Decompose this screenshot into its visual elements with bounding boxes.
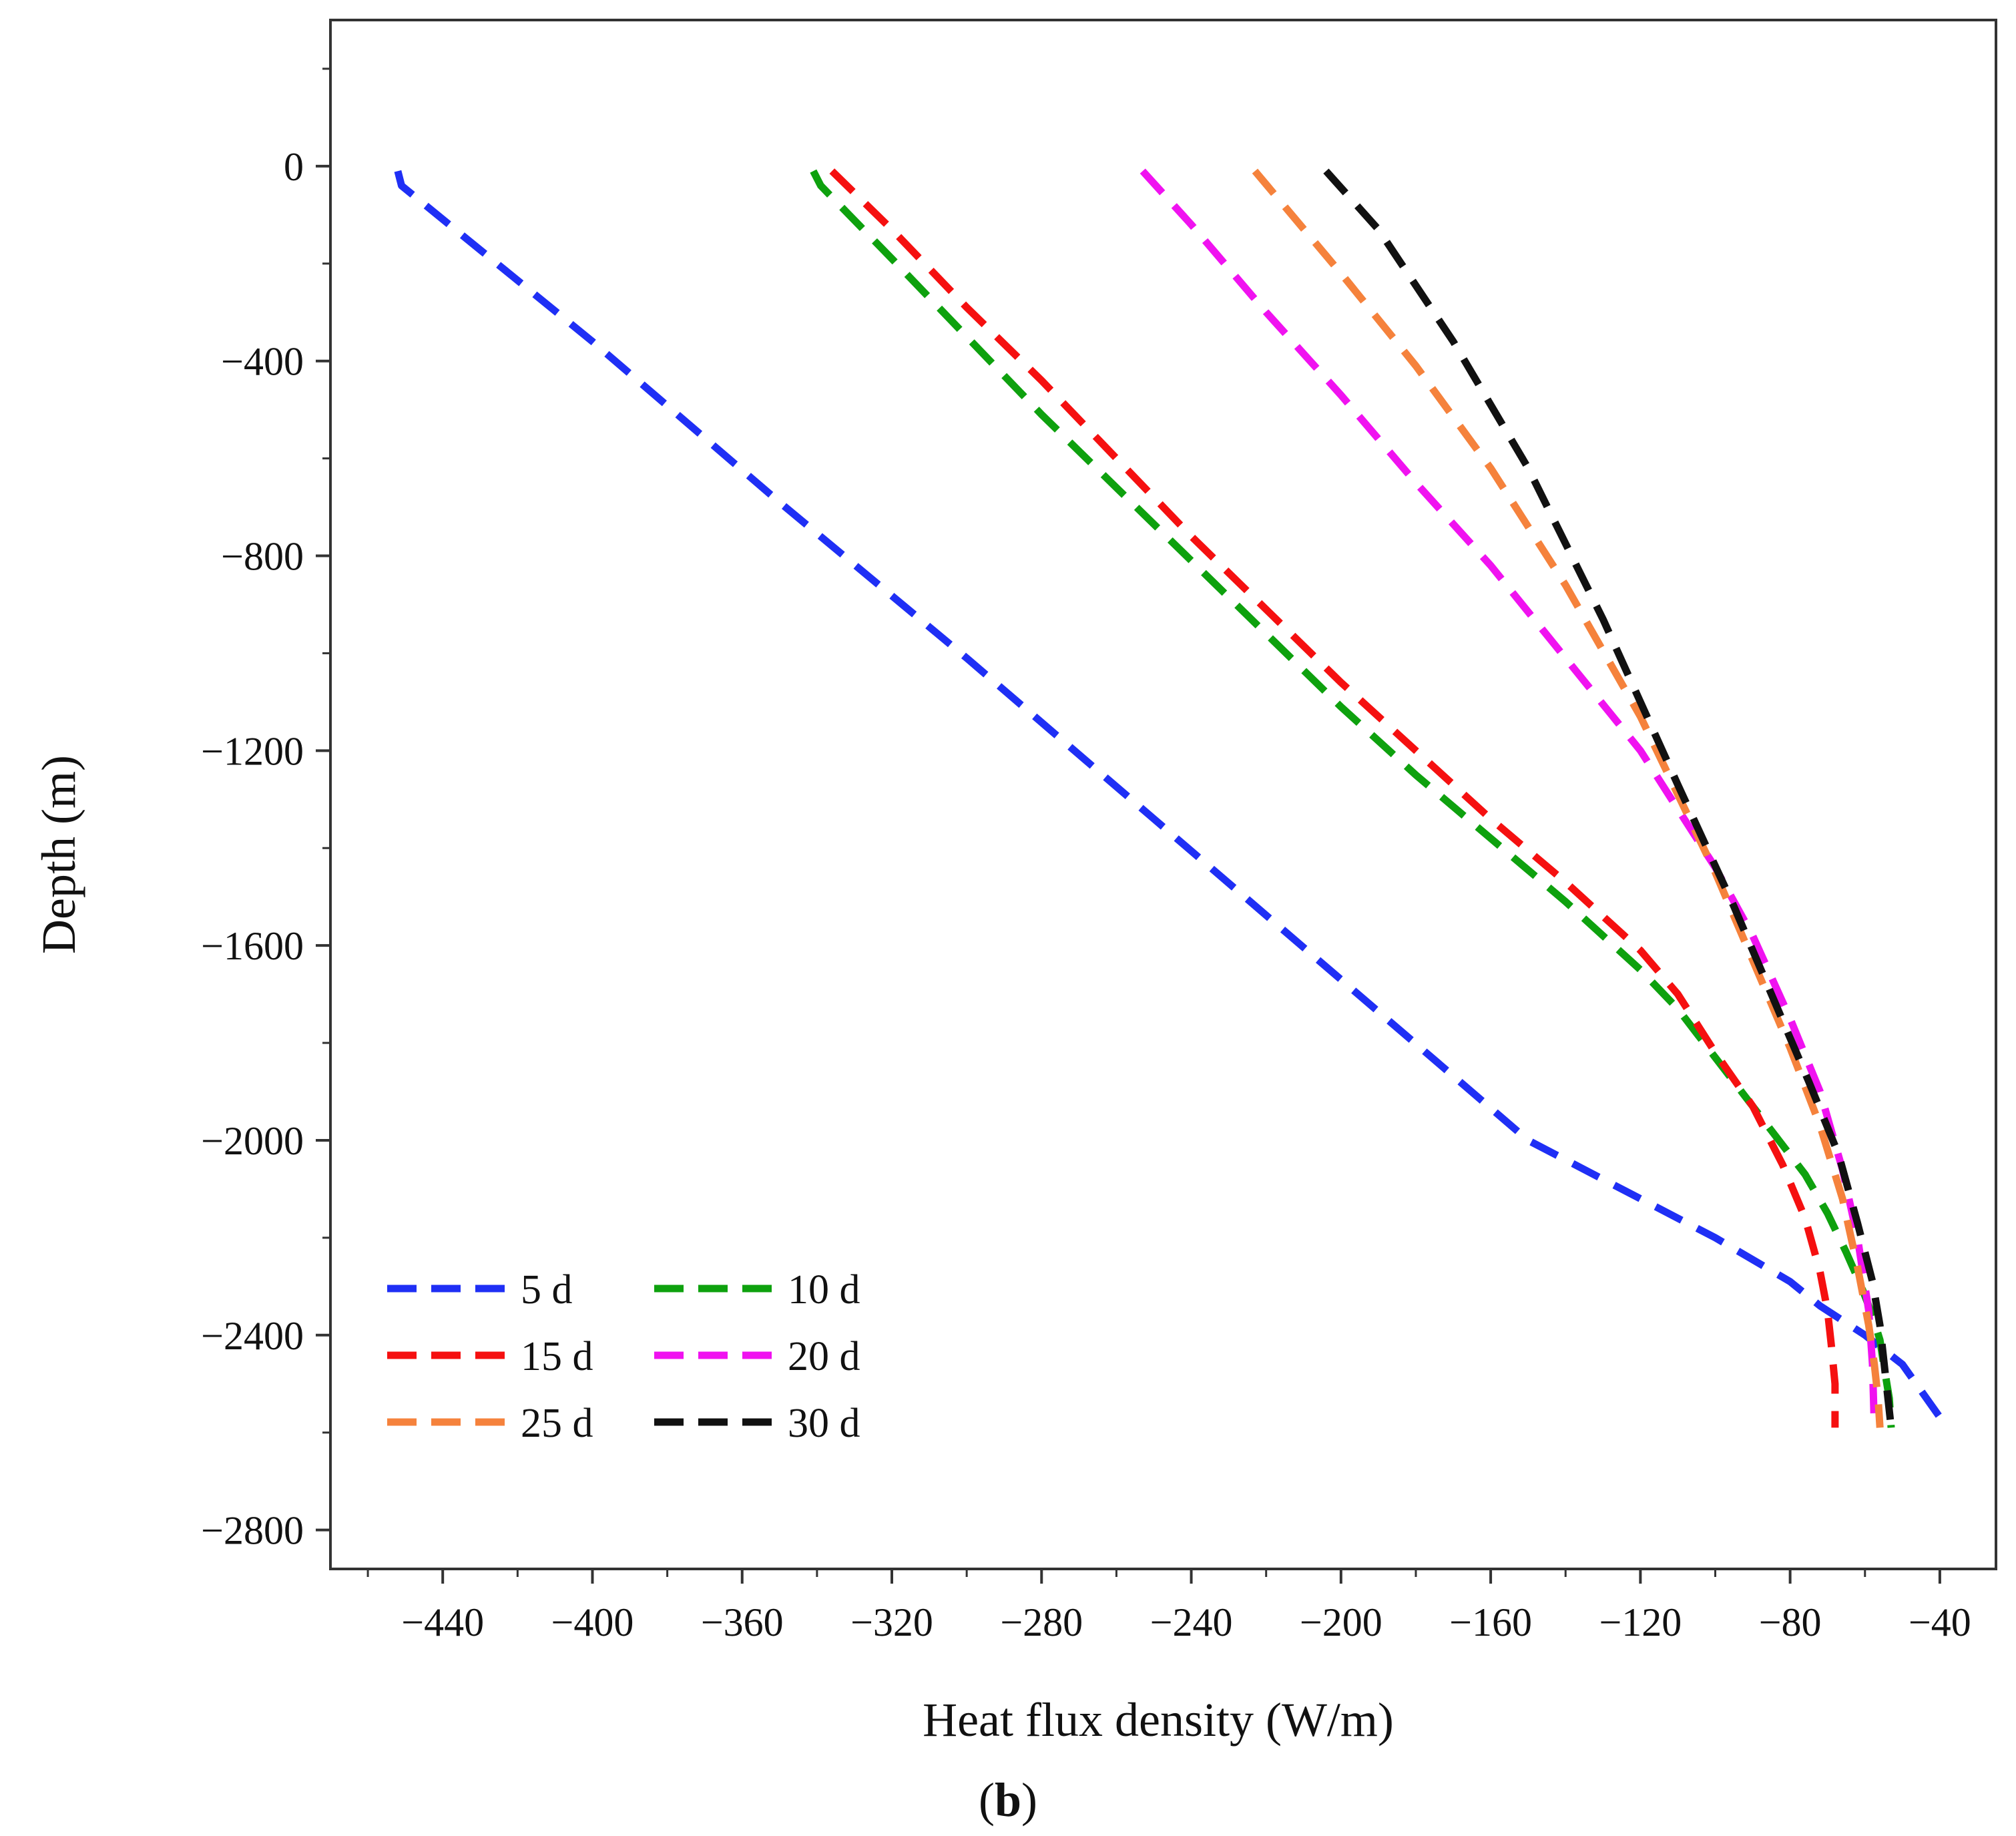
- legend-label-4: 25 d: [521, 1401, 593, 1446]
- y-axis-title: Depth (m): [32, 755, 85, 954]
- panel-label: (b): [979, 1773, 1037, 1827]
- plot-frame: [329, 19, 1997, 1570]
- series-line-3: [1140, 168, 1878, 1428]
- series-line-1: [810, 169, 1895, 1428]
- x-axis-title: Heat flux density (W/m): [923, 1693, 1394, 1747]
- series-line-5: [1323, 168, 1895, 1429]
- x-axis-ticks: −440 −400 −360 −320 −280 −240 −200 −160 −120 −80 −…: [366, 1569, 1971, 1644]
- y-tick-label: −1200: [201, 729, 304, 773]
- x-tick-label: −160: [1449, 1600, 1532, 1644]
- series-line-0: [394, 170, 1951, 1430]
- legend-label-1: 10 d: [788, 1267, 860, 1313]
- x-tick-label: −120: [1599, 1600, 1682, 1644]
- legend-label-5: 30 d: [788, 1401, 860, 1446]
- x-tick-label: −40: [1909, 1600, 1971, 1644]
- x-tick-label: −280: [1000, 1600, 1083, 1644]
- series-line-4: [1252, 168, 1884, 1428]
- y-tick-label: −2000: [201, 1119, 304, 1163]
- y-tick-label: −2800: [201, 1509, 304, 1553]
- x-tick-label: −400: [551, 1600, 634, 1644]
- series-lines: [394, 168, 1951, 1430]
- x-tick-label: −80: [1759, 1600, 1822, 1644]
- x-tick-label: −320: [850, 1600, 933, 1644]
- y-axis-ticks: 0 −400 −800 −1200 −1600 −2000 −2400 −2800: [201, 67, 330, 1553]
- y-tick-label: 0: [284, 145, 304, 189]
- legend-label-0: 5 d: [521, 1267, 573, 1313]
- y-tick-label: −2400: [201, 1314, 304, 1358]
- series-line-2: [829, 168, 1839, 1428]
- legend-label-3: 20 d: [788, 1334, 860, 1379]
- x-tick-label: −440: [401, 1600, 484, 1644]
- x-tick-label: −240: [1150, 1600, 1233, 1644]
- x-tick-label: −360: [701, 1600, 784, 1644]
- legend: 5 d 10 d 15 d 20 d 25 d 30 d: [387, 1267, 860, 1446]
- y-tick-label: −800: [221, 535, 304, 579]
- x-tick-label: −200: [1300, 1600, 1382, 1644]
- panel-letter: b: [995, 1773, 1021, 1827]
- y-tick-label: −400: [221, 340, 304, 384]
- legend-label-2: 15 d: [521, 1334, 593, 1379]
- y-tick-label: −1600: [201, 924, 304, 968]
